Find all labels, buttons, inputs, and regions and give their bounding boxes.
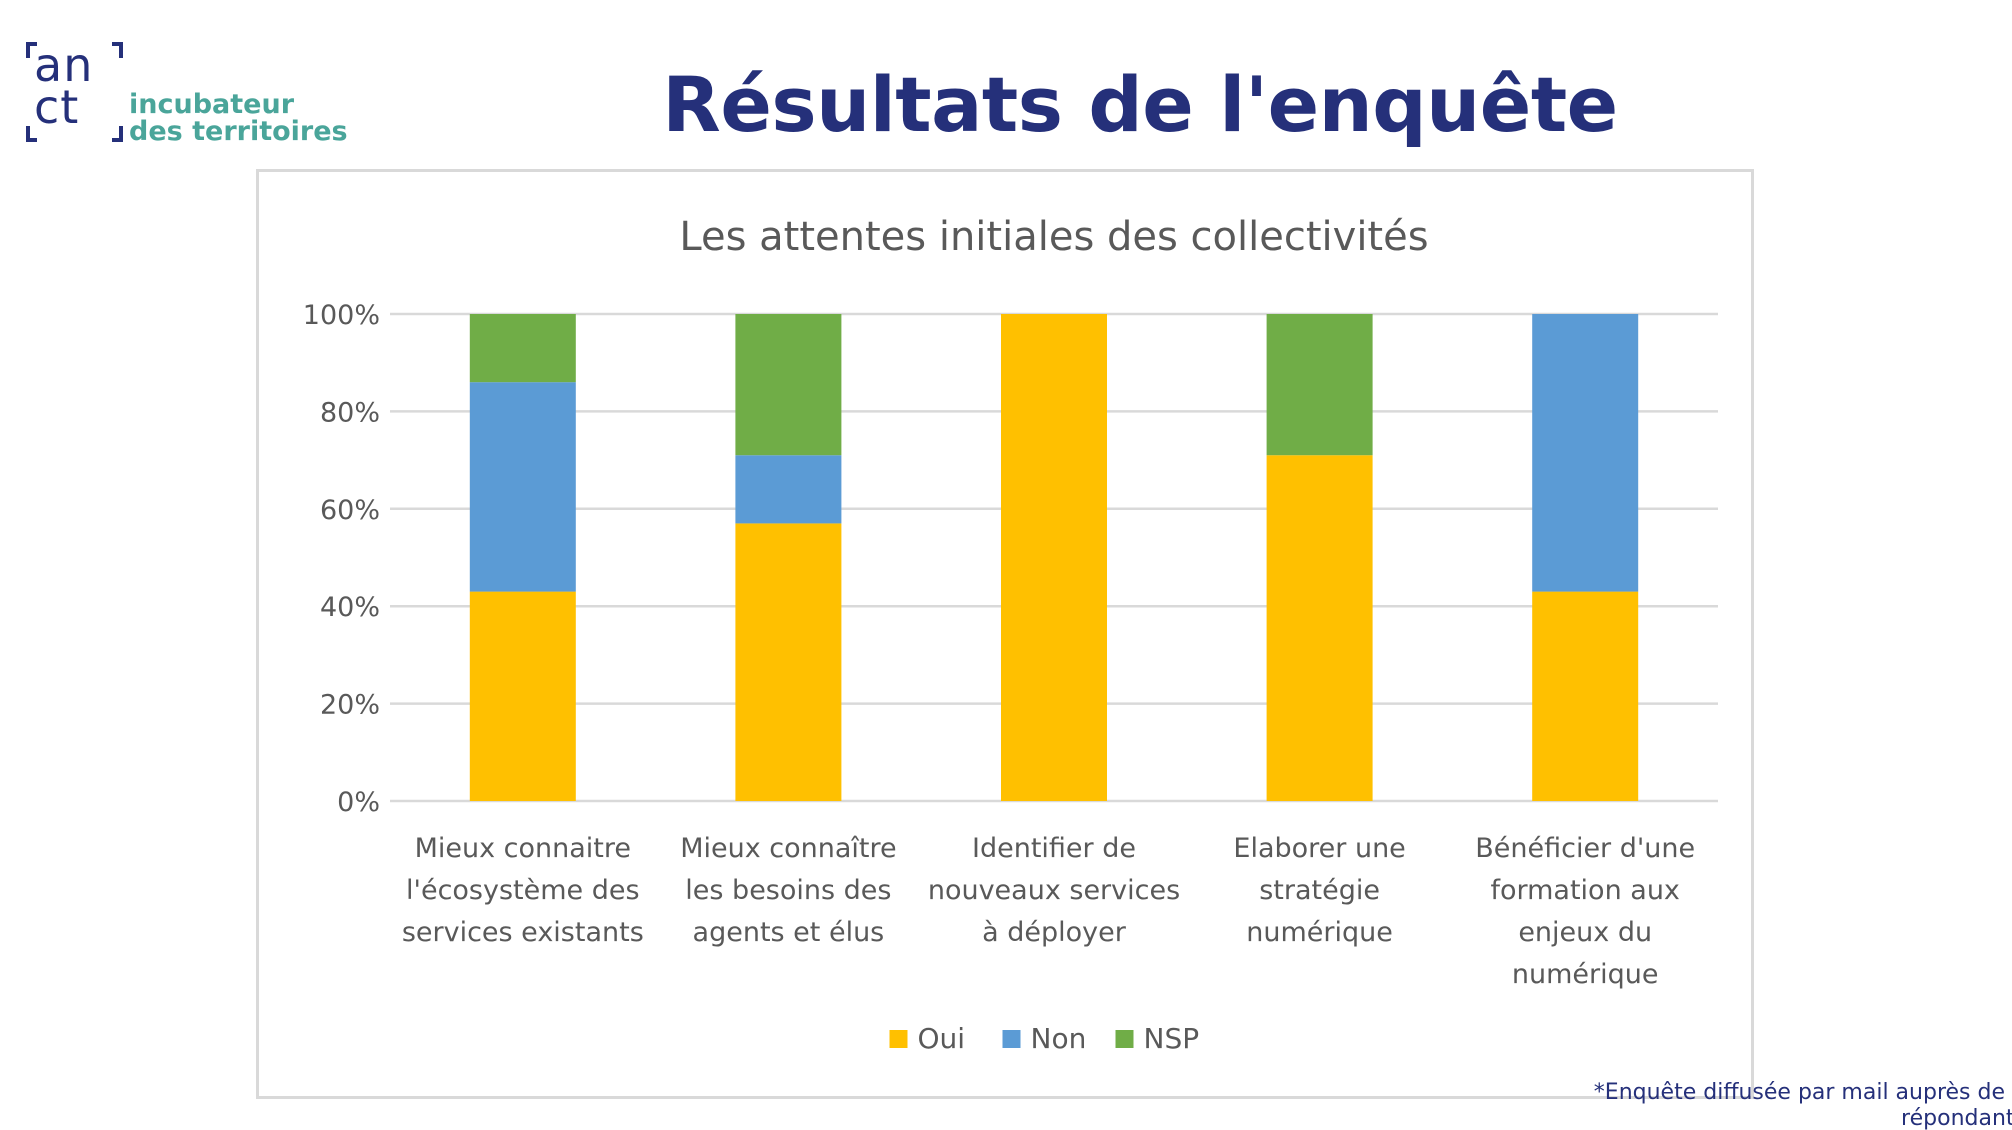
y-tick-label: 20%: [320, 690, 380, 721]
anct-logo-mark: an ct: [26, 36, 123, 146]
x-category-label: stratégie: [1259, 875, 1380, 906]
bar-segment-nsp: [1266, 314, 1373, 456]
chart-frame: Les attentes initiales des collectivités…: [256, 169, 1754, 1099]
x-category-label: Mieux connaitre: [415, 833, 631, 864]
bar-segment-oui: [469, 591, 576, 801]
x-category-label: enjeux du: [1518, 917, 1652, 948]
x-category-label: l'écosystème des: [406, 875, 640, 906]
stacked-bar-chart: Les attentes initiales des collectivités…: [303, 214, 1718, 1055]
y-tick-label: 60%: [320, 495, 380, 526]
survey-footnote: *Enquête diffusée par mail auprès de 8 r…: [1560, 1080, 2012, 1130]
x-category-label: à déployer: [982, 917, 1127, 948]
legend-swatch-nsp: [1115, 1030, 1134, 1048]
x-category-label: les besoins des: [685, 875, 891, 906]
x-category-label: nouveaux services: [928, 875, 1180, 906]
x-category-label: Mieux connaître: [680, 833, 896, 864]
x-category-label: numérique: [1246, 917, 1393, 948]
legend-label-oui: Oui: [918, 1022, 966, 1055]
page-title: Résultats de l'enquête: [662, 60, 1618, 149]
bar-segment-oui: [1266, 455, 1373, 801]
x-category-label: services existants: [402, 917, 644, 948]
legend-label-non: Non: [1031, 1022, 1087, 1055]
legend-label-nsp: NSP: [1144, 1022, 1200, 1055]
x-category-label: agents et élus: [693, 917, 885, 948]
footnote-line1: *Enquête diffusée par mail auprès de 8: [1593, 1080, 2012, 1105]
legend-swatch-non: [1002, 1030, 1021, 1048]
y-tick-label: 100%: [303, 300, 380, 331]
logo-text-line2: des territoires: [129, 116, 348, 147]
x-category-label: Elaborer une: [1233, 833, 1405, 864]
anct-logo: an ct incubateur des territoires: [26, 36, 348, 156]
legend-swatch-oui: [889, 1030, 908, 1048]
bar-segment-non: [1532, 314, 1639, 592]
bar-segment-non: [469, 382, 576, 592]
bar-segment-oui: [735, 523, 842, 801]
bar-segment-non: [735, 455, 842, 524]
bar-segment-oui: [1001, 314, 1107, 801]
x-category-label: Identifier de: [972, 833, 1136, 864]
x-category-label: numérique: [1512, 959, 1659, 990]
bar-segment-nsp: [735, 314, 842, 456]
chart-title: Les attentes initiales des collectivités: [679, 214, 1428, 260]
bar-segment-nsp: [469, 314, 576, 383]
y-tick-label: 40%: [320, 592, 380, 623]
y-tick-label: 80%: [320, 397, 380, 428]
bar-segment-oui: [1532, 591, 1639, 801]
y-tick-label: 0%: [337, 787, 380, 818]
logo-mark-line1: an: [34, 38, 94, 92]
x-category-label: Bénéficier d'une: [1475, 833, 1695, 864]
x-category-label: formation aux: [1490, 875, 1679, 906]
logo-text-line1: incubateur: [129, 89, 295, 120]
footnote-line2: répondants: [1901, 1106, 2012, 1130]
logo-mark-line2: ct: [34, 80, 80, 134]
